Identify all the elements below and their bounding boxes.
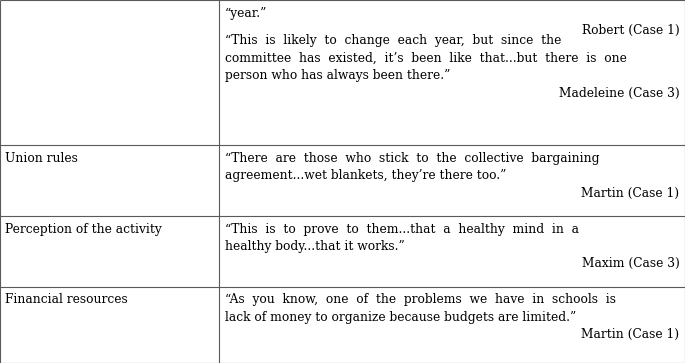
Text: Maxim (Case 3): Maxim (Case 3): [582, 257, 680, 270]
Text: “As  you  know,  one  of  the  problems  we  have  in  schools  is: “As you know, one of the problems we hav…: [225, 293, 616, 306]
Text: healthy body...that it works.”: healthy body...that it works.”: [225, 240, 404, 253]
Text: agreement...wet blankets, they’re there too.”: agreement...wet blankets, they’re there …: [225, 169, 506, 182]
Text: “This  is  likely  to  change  each  year,  but  since  the: “This is likely to change each year, but…: [225, 34, 561, 48]
Text: Madeleine (Case 3): Madeleine (Case 3): [559, 87, 680, 100]
Text: “There  are  those  who  stick  to  the  collective  bargaining: “There are those who stick to the collec…: [225, 152, 599, 165]
Text: Union rules: Union rules: [5, 152, 78, 165]
Text: Martin (Case 1): Martin (Case 1): [582, 328, 680, 341]
Text: Robert (Case 1): Robert (Case 1): [582, 24, 680, 37]
Text: committee  has  existed,  it’s  been  like  that...but  there  is  one: committee has existed, it’s been like th…: [225, 52, 627, 65]
Text: Financial resources: Financial resources: [5, 293, 128, 306]
Text: Martin (Case 1): Martin (Case 1): [582, 187, 680, 200]
Text: “year.”: “year.”: [225, 7, 267, 20]
Text: Perception of the activity: Perception of the activity: [5, 223, 162, 236]
Text: person who has always been there.”: person who has always been there.”: [225, 69, 450, 82]
Text: lack of money to organize because budgets are limited.”: lack of money to organize because budget…: [225, 311, 576, 324]
Text: “This  is  to  prove  to  them...that  a  healthy  mind  in  a: “This is to prove to them...that a healt…: [225, 223, 579, 236]
